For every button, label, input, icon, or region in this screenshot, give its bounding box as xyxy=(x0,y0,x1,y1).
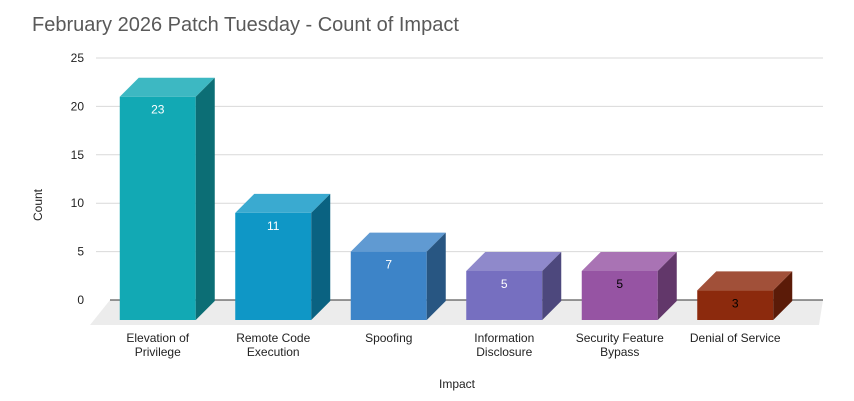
y-tick-label: 15 xyxy=(71,148,85,162)
bar-top xyxy=(119,77,215,97)
x-tick-label: Denial of Service xyxy=(690,331,781,345)
y-axis-ticks: 0 5 10 15 20 25 xyxy=(71,51,85,307)
bar-front xyxy=(119,96,196,320)
bar-front xyxy=(697,290,774,320)
chart-title: February 2026 Patch Tuesday - Count of I… xyxy=(32,14,459,36)
x-tick-label: Elevation of Privilege xyxy=(126,331,189,359)
data-label: 5 xyxy=(616,277,623,291)
bar-side xyxy=(311,193,331,320)
data-label: 3 xyxy=(732,296,739,310)
bar-top xyxy=(466,251,562,271)
data-labels: 23 11 7 5 5 3 xyxy=(151,103,739,311)
y-tick-label: 10 xyxy=(71,196,85,210)
bars xyxy=(119,77,793,320)
bar xyxy=(119,77,215,320)
x-tick-label: Remote Code Execution xyxy=(236,331,310,359)
data-label: 7 xyxy=(385,258,392,272)
y-tick-label: 20 xyxy=(71,99,85,113)
bar-side xyxy=(657,251,677,320)
bar-top xyxy=(350,232,446,252)
y-axis-label: Count xyxy=(31,188,45,221)
data-label: 5 xyxy=(501,277,508,291)
bar xyxy=(466,251,562,320)
data-label: 23 xyxy=(151,103,165,117)
bar-front xyxy=(350,251,427,320)
bar-top xyxy=(235,193,331,213)
bar xyxy=(235,193,331,320)
bar xyxy=(350,232,446,320)
data-label: 11 xyxy=(267,219,280,233)
x-tick-label: Information Disclosure xyxy=(474,331,534,359)
bar-side xyxy=(195,77,215,320)
bar-side xyxy=(426,232,446,320)
x-tick-label: Security Feature Bypass xyxy=(576,331,664,359)
bar-front xyxy=(466,270,543,320)
x-axis-ticks: Elevation of Privilege Remote Code Executio… xyxy=(126,331,781,359)
bar-front xyxy=(581,270,658,320)
bar-side xyxy=(773,271,793,320)
x-axis-label: Impact xyxy=(439,377,476,391)
y-tick-label: 0 xyxy=(77,293,84,307)
bar xyxy=(581,251,677,320)
y-tick-label: 25 xyxy=(71,51,85,65)
bar-side xyxy=(542,251,562,320)
y-tick-label: 5 xyxy=(77,245,84,259)
gridlines xyxy=(96,57,823,253)
bar-top xyxy=(697,271,793,291)
bar-front xyxy=(235,212,312,320)
bar-top xyxy=(581,251,677,271)
x-tick-label: Spoofing xyxy=(365,331,412,345)
bar xyxy=(697,271,793,320)
